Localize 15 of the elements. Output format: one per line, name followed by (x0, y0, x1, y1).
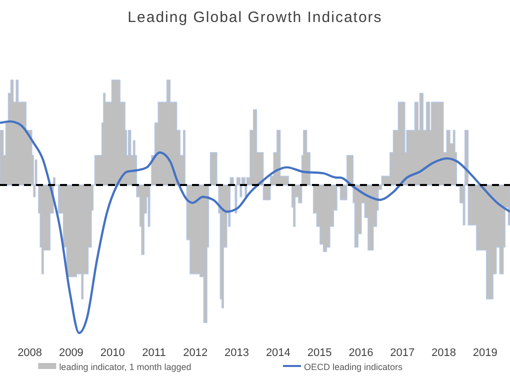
x-tick-label: 2009 (58, 347, 84, 359)
x-tick-label: 2018 (432, 347, 456, 359)
legend-label: OECD leading indicators (304, 362, 404, 372)
x-tick-label: 2008 (18, 347, 42, 359)
x-tick-label: 2011 (142, 347, 166, 359)
x-tick-label: 2014 (266, 347, 290, 359)
x-tick-label: 2019 (472, 347, 498, 359)
x-tick-label: 2010 (100, 347, 125, 359)
x-tick-label: 2012 (183, 347, 208, 359)
x-tick-label: 2013 (224, 347, 250, 359)
legend-label: leading indicator, 1 month lagged (59, 362, 192, 372)
x-tick-label: 2015 (307, 347, 332, 359)
chart-title: Leading Global Growth Indicators (128, 9, 382, 26)
x-tick-label: 2016 (348, 347, 374, 359)
x-tick-label: 2017 (390, 347, 415, 359)
